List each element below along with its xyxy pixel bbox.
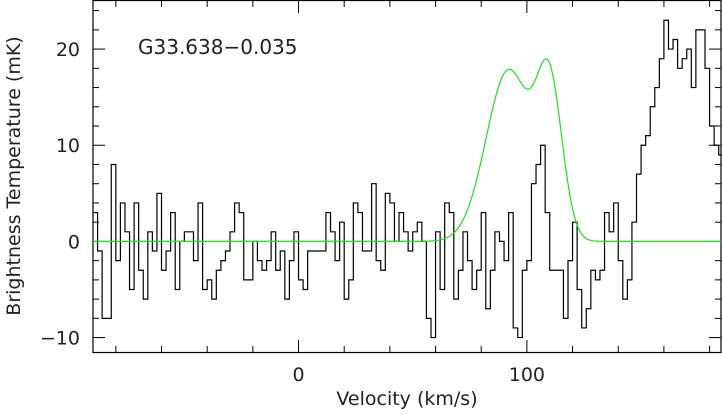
plot-frame: [92, 0, 722, 354]
source-annotation: G33.638−0.035: [138, 35, 298, 59]
tick-labels: 0 100 −10 0 10 20: [40, 39, 545, 386]
y-axis-label: Brightness Temperature (mK): [3, 36, 25, 315]
y-tick-label: 20: [56, 39, 80, 61]
y-tick-label: 10: [56, 135, 80, 157]
gaussian-fit-line: [93, 58, 721, 243]
x-axis-label: Velocity (km/s): [336, 388, 477, 410]
y-tick-label: 0: [68, 231, 80, 253]
x-tick-label: 0: [292, 364, 304, 386]
x-tick-label: 100: [509, 364, 545, 386]
y-tick-label: −10: [40, 328, 80, 350]
spectrum-histogram: [93, 19, 722, 339]
